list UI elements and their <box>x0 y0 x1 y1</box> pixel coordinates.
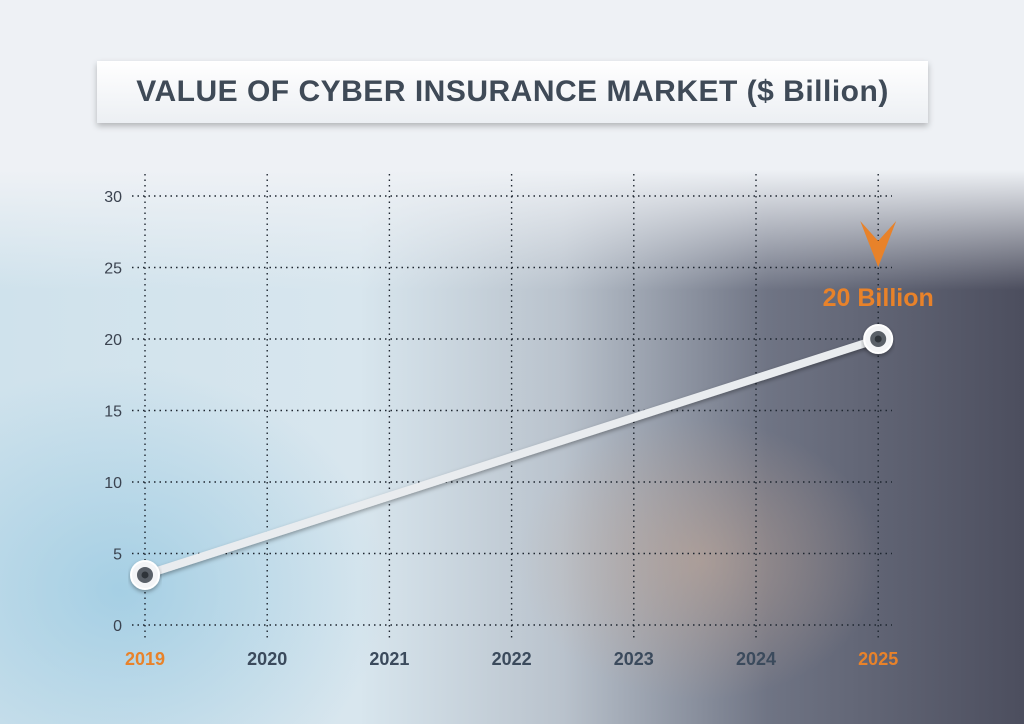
y-tick-label: 20 <box>104 332 122 349</box>
grid <box>132 174 892 640</box>
y-tick-label: 0 <box>113 618 122 635</box>
data-point <box>863 324 894 354</box>
y-tick-label: 25 <box>104 261 122 278</box>
data-point-dot <box>141 571 149 579</box>
y-tick-label: 5 <box>113 547 122 564</box>
x-tick-label: 2020 <box>247 649 287 669</box>
x-tick-label: 2025 <box>858 649 898 669</box>
x-tick-label: 2024 <box>736 649 776 669</box>
series-line <box>141 335 883 579</box>
chart-title: VALUE OF CYBER INSURANCE MARKET ($ Billi… <box>136 75 889 108</box>
annotation-label: 20 Billion <box>823 284 934 312</box>
annotation: 20 Billion <box>823 221 934 312</box>
data-point <box>130 559 160 590</box>
y-tick-label: 15 <box>104 404 122 421</box>
x-axis-ticks: 2019 2020 2021 2022 2023 2024 2025 <box>125 649 898 669</box>
down-arrow-icon <box>860 221 897 267</box>
series <box>130 324 894 590</box>
data-point-dot <box>874 335 882 343</box>
x-tick-label: 2023 <box>614 649 654 669</box>
x-tick-label: 2019 <box>125 649 165 669</box>
y-axis-ticks: 0 5 10 15 20 25 30 <box>104 189 122 635</box>
x-tick-label: 2022 <box>492 649 532 669</box>
x-tick-label: 2021 <box>369 649 409 669</box>
y-tick-label: 10 <box>104 475 122 492</box>
y-tick-label: 30 <box>104 189 122 206</box>
title-banner: VALUE OF CYBER INSURANCE MARKET ($ Billi… <box>97 61 928 123</box>
